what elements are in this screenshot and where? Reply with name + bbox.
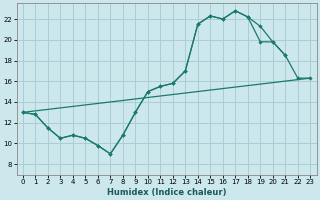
X-axis label: Humidex (Indice chaleur): Humidex (Indice chaleur) bbox=[107, 188, 226, 197]
